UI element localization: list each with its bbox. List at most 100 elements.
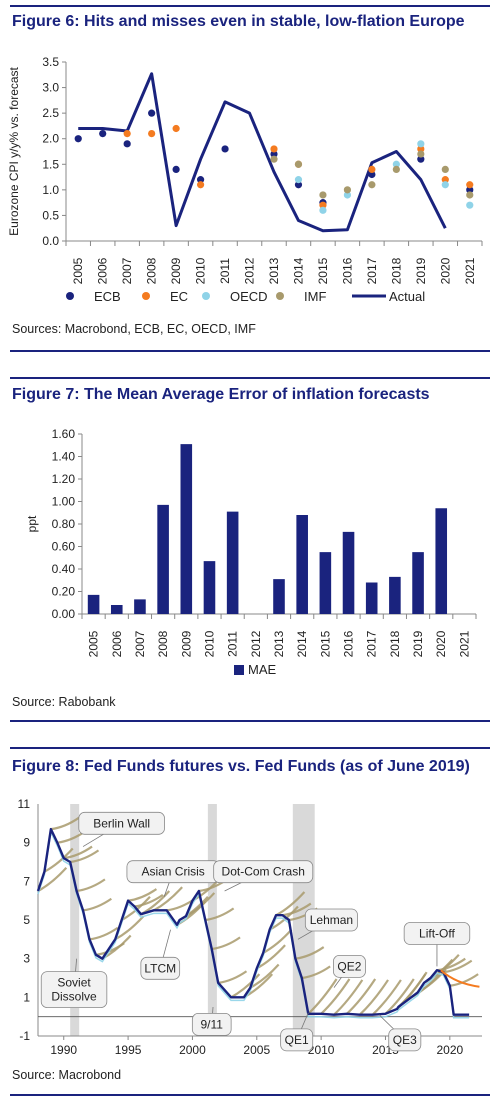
shaded-period	[207, 804, 217, 1036]
bar-mae	[157, 504, 169, 614]
legend-swatch-ec	[142, 292, 150, 300]
data-point-oecd	[466, 201, 474, 209]
futures-strand	[70, 849, 100, 864]
data-point-ecb	[123, 140, 131, 148]
annotation-label: QE2	[337, 959, 361, 973]
data-point-ecb	[172, 165, 180, 173]
figure-8: Figure 8: Fed Funds futures vs. Fed Fund…	[0, 742, 500, 1100]
x-tick-label: 2011	[218, 258, 232, 284]
y-tick-label: 1.40	[52, 450, 76, 464]
annotation-box	[140, 956, 181, 980]
data-point-ecb	[270, 150, 278, 158]
x-tick-label: 2015	[316, 257, 330, 284]
legend-label: IMF	[304, 289, 326, 304]
x-tick-label: 2019	[414, 257, 428, 284]
y-tick-label: 0.00	[52, 607, 76, 621]
y-tick-label: 0.20	[52, 585, 76, 599]
futures-strand	[275, 891, 306, 917]
x-tick-label: 2017	[365, 257, 379, 284]
annotation-box	[280, 1028, 314, 1052]
figure-6-top-rule	[10, 5, 490, 7]
futures-strand	[114, 915, 145, 941]
annotation-label: QE3	[393, 1033, 417, 1047]
data-point-oecd	[319, 206, 327, 214]
legend-label: OECD	[230, 289, 268, 304]
x-tick-label: 2014	[295, 630, 309, 657]
annotation-box	[40, 971, 108, 1009]
data-point-ec	[441, 176, 449, 184]
annotation-label: Dissolve	[51, 990, 97, 1004]
data-point-imf	[417, 150, 425, 158]
bar-mae	[296, 515, 308, 614]
legend-swatch-oecd	[202, 292, 210, 300]
futures-strand	[443, 959, 473, 974]
data-point-ecb	[196, 176, 205, 184]
x-tick-label: 2020	[438, 257, 452, 284]
legend-label: EC	[170, 289, 188, 304]
y-tick-label: 0.5	[42, 208, 59, 222]
x-tick-label: 1995	[115, 1043, 142, 1057]
x-tick-label: 2013	[272, 630, 286, 657]
figure-7-bottom-rule	[10, 720, 490, 722]
figure-6: Figure 6: Hits and misses even in stable…	[0, 0, 500, 360]
data-point-imf	[270, 155, 278, 163]
data-point-ecb	[368, 170, 376, 179]
bar-mae	[203, 561, 216, 614]
x-tick-label: 2007	[120, 257, 134, 284]
x-tick-label: 2012	[249, 630, 263, 657]
x-tick-label: 2017	[365, 630, 379, 657]
legend-swatch-mae	[234, 665, 244, 675]
futures-strand	[358, 979, 389, 1016]
y-tick-label: 0.0	[42, 234, 59, 248]
figure-8-source: Source: Macrobond	[12, 1068, 122, 1082]
bar-mae	[389, 576, 401, 614]
x-tick-label: 2018	[388, 630, 402, 657]
x-tick-label: 2006	[110, 630, 124, 657]
futures-strand	[37, 867, 68, 892]
x-tick-label: 2006	[96, 257, 110, 284]
bar-mae	[180, 444, 193, 614]
data-point-ecb	[148, 109, 156, 117]
futures-strand	[371, 979, 402, 1016]
y-tick-label: 3.0	[42, 81, 59, 95]
futures-strand	[295, 946, 325, 960]
data-point-ec	[270, 145, 278, 153]
bar-mae	[110, 605, 123, 614]
annotation-box	[332, 954, 366, 978]
futures-strand	[282, 902, 312, 917]
data-point-ec	[319, 201, 327, 209]
figure-6-bottom-rule	[10, 350, 490, 352]
y-tick-label: 5	[23, 913, 30, 927]
futures-strand	[63, 845, 93, 860]
annotation-label: Soviet	[57, 976, 91, 990]
futures-strand	[43, 847, 74, 873]
bar-mae	[226, 511, 239, 614]
futures-strand	[211, 936, 241, 951]
data-point-oecd	[294, 176, 303, 184]
data-point-ecb	[466, 186, 474, 194]
legend-swatch-ecb	[66, 292, 74, 300]
x-tick-label: 2019	[411, 630, 425, 657]
legend-label: Actual	[389, 289, 425, 304]
bar-mae	[273, 579, 285, 614]
x-tick-label: 1990	[50, 1043, 77, 1057]
futures-strand	[249, 963, 280, 989]
bar-mae	[435, 508, 448, 614]
futures-strand	[307, 978, 338, 1015]
bar-mae	[87, 594, 100, 614]
bar-mae	[365, 582, 378, 614]
y-tick-label: 0.80	[52, 517, 76, 531]
futures-strand	[449, 973, 479, 987]
x-tick-label: 2014	[291, 257, 305, 284]
y-tick-label: 7	[23, 874, 30, 888]
annotation-box	[78, 811, 165, 835]
x-tick-label: 2005	[243, 1043, 270, 1057]
y-tick-label: 9	[23, 836, 30, 850]
x-tick-label: 2021	[457, 630, 471, 657]
x-tick-label: 2005	[71, 257, 85, 284]
futures-strand	[50, 816, 80, 831]
x-tick-label: 2015	[318, 630, 332, 657]
y-tick-label: 3.5	[42, 55, 59, 69]
y-tick-label: 2.0	[42, 132, 59, 146]
x-tick-label: 2005	[87, 630, 101, 657]
